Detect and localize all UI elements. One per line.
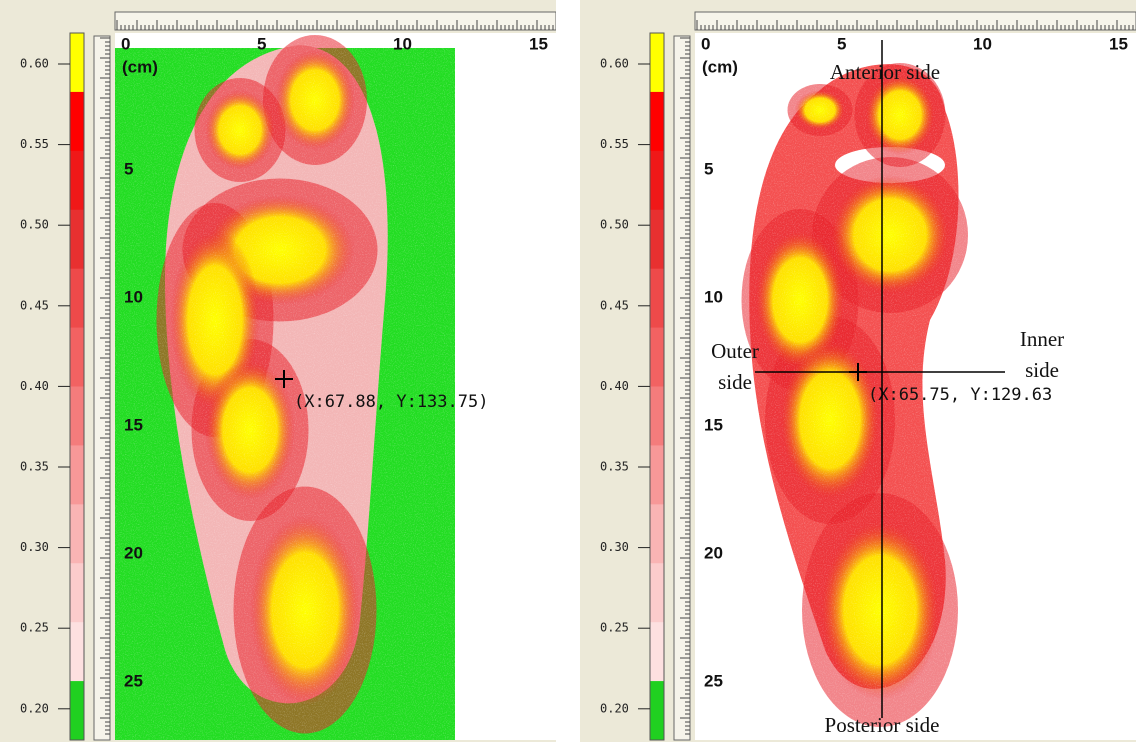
x-ruler-label: 10	[973, 34, 992, 53]
scale-label: 0.60	[600, 57, 629, 71]
scale-label: 0.50	[20, 218, 49, 232]
color-bar-segment	[650, 563, 664, 622]
scale-label: 0.55	[20, 137, 49, 151]
x-ruler-label: 5	[257, 34, 266, 53]
scale-label: 0.50	[600, 218, 629, 232]
y-ruler-label: 25	[704, 671, 723, 690]
color-bar-segment	[650, 622, 664, 681]
annotation: Outer	[711, 339, 759, 363]
empty-area	[455, 33, 556, 740]
color-bar-segment	[70, 622, 84, 681]
color-bar-segment	[70, 210, 84, 269]
scale-label: 0.60	[20, 57, 49, 71]
color-bar-segment	[650, 445, 664, 504]
color-bar-segment	[650, 387, 664, 446]
color-bar-segment	[70, 328, 84, 387]
scale-label: 0.35	[600, 460, 629, 474]
annotation: side	[1025, 358, 1059, 382]
color-bar-segment	[70, 92, 84, 151]
scale-label: 0.55	[600, 137, 629, 151]
scale-label: 0.40	[600, 379, 629, 393]
y-ruler-label: 15	[124, 415, 143, 434]
x-ruler-label: 0	[701, 34, 710, 53]
color-bar-segment	[70, 504, 84, 563]
color-bar-segment	[70, 269, 84, 328]
annotation: side	[718, 370, 752, 394]
x-ruler-label: 5	[837, 34, 846, 53]
color-bar-segment	[70, 33, 84, 92]
color-bar-segment	[650, 210, 664, 269]
y-ruler-label: 10	[124, 287, 143, 306]
y-ruler-label: 15	[704, 415, 723, 434]
y-ruler-label: 20	[704, 543, 723, 562]
scale-label: 0.35	[20, 460, 49, 474]
separator	[556, 0, 580, 742]
scale-label: 0.40	[20, 379, 49, 393]
color-bar-segment	[70, 563, 84, 622]
x-ruler-label: 0	[121, 34, 130, 53]
color-bar-segment	[70, 387, 84, 446]
y-ruler-label: 5	[124, 159, 133, 178]
color-bar-segment	[70, 151, 84, 210]
annotation: Inner	[1020, 327, 1064, 351]
color-bar-segment	[650, 504, 664, 563]
annotation: Anterior side	[830, 60, 940, 84]
scale-label: 0.20	[20, 701, 49, 715]
color-bar-segment	[650, 151, 664, 210]
unit-label: (cm)	[122, 57, 158, 76]
scale-label: 0.30	[20, 540, 49, 554]
scale-label: 0.45	[600, 298, 629, 312]
y-ruler-label: 25	[124, 671, 143, 690]
scale-label: 0.25	[20, 621, 49, 635]
color-bar-segment	[650, 33, 664, 92]
scale-label: 0.30	[600, 540, 629, 554]
x-ruler-label: 15	[529, 34, 548, 53]
coordinate-readout: (X:67.88, Y:133.75)	[294, 392, 488, 412]
x-ruler-label: 10	[393, 34, 412, 53]
annotation: Posterior side	[825, 713, 940, 737]
color-bar-segment	[650, 681, 664, 740]
x-ruler-label: 15	[1109, 34, 1128, 53]
color-bar-segment	[650, 92, 664, 151]
scale-label: 0.20	[600, 701, 629, 715]
y-ruler-label: 5	[704, 159, 713, 178]
y-ruler-label: 10	[704, 287, 723, 306]
y-ruler-label: 20	[124, 543, 143, 562]
scale-label: 0.25	[600, 621, 629, 635]
scale-label: 0.45	[20, 298, 49, 312]
color-bar-segment	[70, 445, 84, 504]
color-bar-segment	[650, 269, 664, 328]
color-bar-segment	[70, 681, 84, 740]
unit-label: (cm)	[702, 57, 738, 76]
screenshot: 0.60 0.55 0.50 0.45 0.40 0.35 0.30 0.25 0.20 0 5 10…	[0, 0, 1136, 742]
coordinate-readout: (X:65.75, Y:129.63	[868, 385, 1052, 405]
color-bar-segment	[650, 328, 664, 387]
